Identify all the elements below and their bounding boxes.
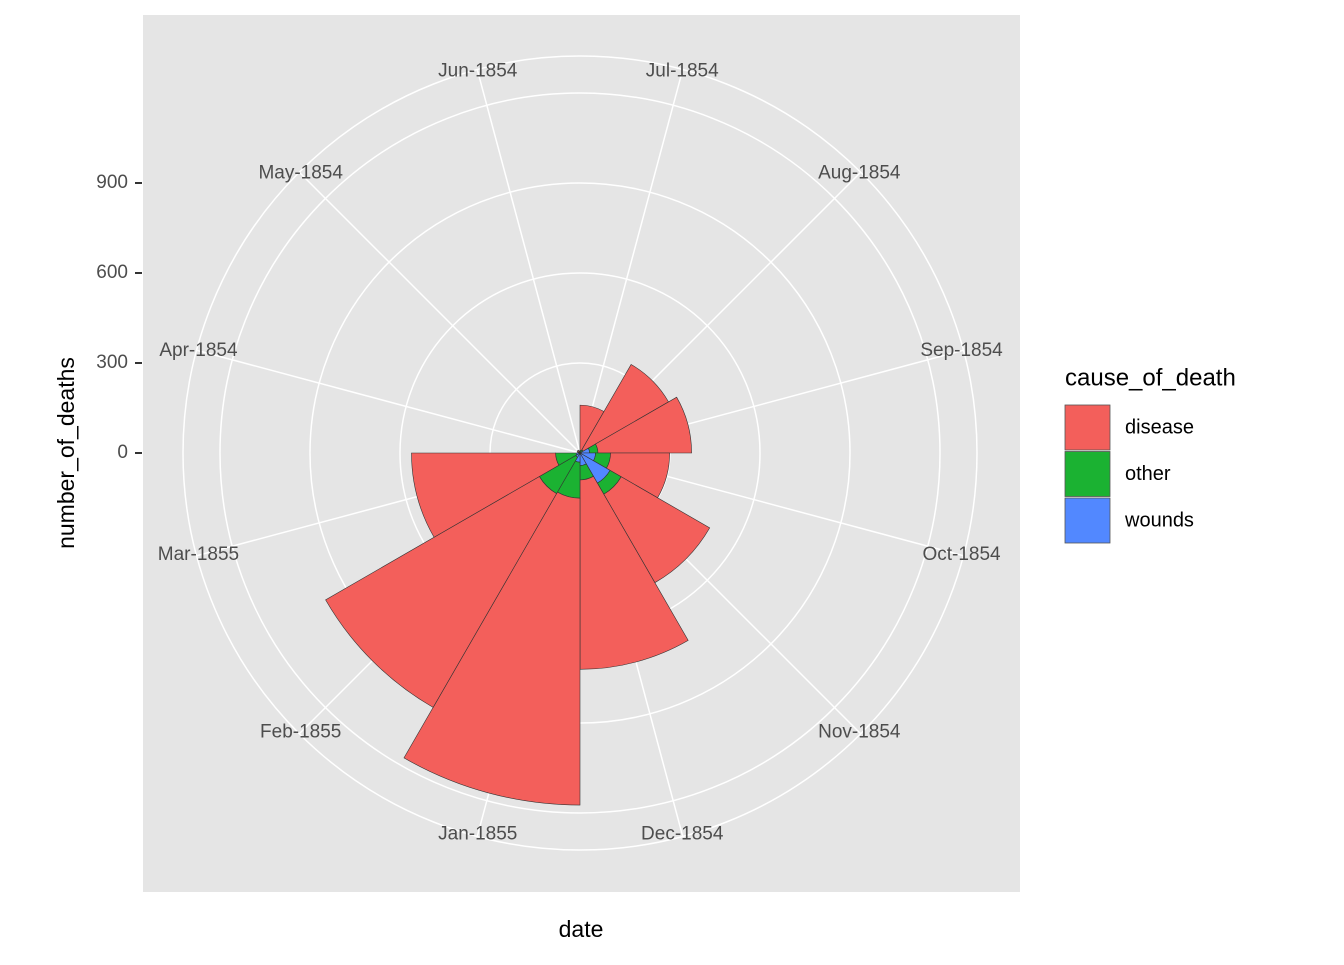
legend-title: cause_of_death — [1065, 364, 1236, 391]
y-tick-label: 900 — [96, 172, 128, 193]
legend-key — [1065, 405, 1110, 450]
category-label: Apr-1854 — [159, 340, 238, 361]
y-tick-label: 300 — [96, 352, 128, 373]
category-label: Oct-1854 — [922, 544, 1001, 565]
legend-key — [1065, 498, 1110, 543]
category-label: May-1854 — [258, 163, 343, 184]
category-label: Mar-1855 — [158, 544, 239, 565]
x-axis-title: date — [559, 916, 604, 942]
category-label: Feb-1855 — [260, 721, 341, 742]
category-label: Nov-1854 — [818, 721, 901, 742]
category-label: Dec-1854 — [641, 824, 724, 845]
category-label: Sep-1854 — [920, 340, 1003, 361]
category-label: Aug-1854 — [818, 163, 901, 184]
y-axis-title: number_of_deaths — [53, 357, 79, 549]
legend-label: disease — [1125, 416, 1194, 438]
legend-label: wounds — [1124, 509, 1194, 531]
y-tick-label: 0 — [117, 442, 128, 463]
category-label: Jan-1855 — [438, 824, 517, 845]
legend-label: other — [1125, 463, 1171, 485]
category-label: Jun-1854 — [438, 60, 518, 81]
y-tick-label: 600 — [96, 262, 128, 283]
legend-key — [1065, 452, 1110, 497]
category-label: Jul-1854 — [646, 60, 719, 81]
